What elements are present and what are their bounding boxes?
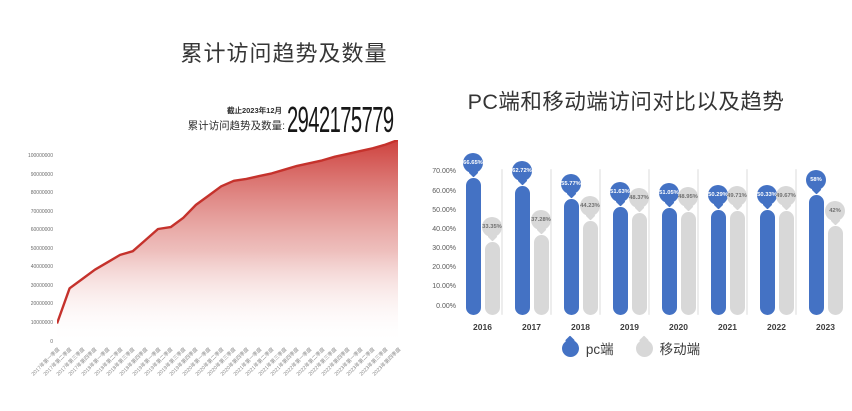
x-tick-2022: 2022 (767, 322, 786, 332)
right-y-tick-label: 0.00% (436, 302, 456, 310)
x-tick-2021: 2021 (718, 322, 737, 332)
left-chart-title: 累计访问趋势及数量 (180, 41, 388, 66)
bar-pc端-2019 (612, 207, 628, 315)
legend-marker-icon (561, 339, 579, 357)
right-y-tick-label: 60.00% (432, 187, 456, 195)
bar-pc端-2016 (465, 178, 481, 315)
x-tick-2017: 2017 (522, 322, 541, 332)
bar-移动端-2019 (631, 213, 647, 315)
right-y-tick-label: 30.00% (432, 245, 456, 253)
data-label-pc端-2020: 51.05% (659, 183, 679, 204)
area-fill (57, 140, 398, 342)
annotation-total-value: 2942175779 (287, 99, 394, 140)
data-label-pc端-2021: 50.29% (708, 184, 728, 205)
x-tick-2018: 2018 (571, 322, 590, 332)
legend-marker-icon (635, 339, 653, 357)
x-tick-2016: 2016 (473, 322, 492, 332)
bar-pc端-2022 (759, 209, 775, 315)
group-separator (500, 169, 503, 315)
left-y-tick-label: 20000000 (30, 301, 53, 308)
data-label-pc端-2017: 62.72% (512, 160, 532, 181)
right-y-tick-label: 10.00% (432, 283, 456, 291)
x-tick-2020: 2020 (669, 322, 688, 332)
left-y-tick-label: 70000000 (30, 208, 53, 215)
group-separator (745, 169, 748, 315)
bar-pc端-2023 (808, 194, 824, 315)
bar-移动端-2020 (680, 212, 696, 315)
bar-移动端-2016 (484, 242, 500, 315)
legend-label: pc端 (585, 342, 614, 357)
data-label-移动端-2019: 48.37% (629, 188, 649, 209)
left-y-tick-label: 80000000 (30, 190, 53, 197)
data-label-移动端-2023: 42% (825, 200, 845, 221)
legend-item-移动端: 移动端 (635, 338, 701, 358)
left-y-tick-label: 30000000 (30, 282, 53, 289)
area-chart-svg (55, 138, 399, 342)
group-separator (647, 169, 650, 315)
right-chart-title: PC端和移动端访问对比以及趋势 (467, 90, 785, 114)
left-y-tick-label: 40000000 (30, 264, 53, 271)
right-y-tick-label: 40.00% (432, 225, 456, 233)
data-label-移动端-2022: 49.67% (776, 185, 796, 206)
group-separator (598, 169, 601, 315)
chart-legend: pc端 移动端 (426, 334, 836, 362)
x-tick-2019: 2019 (620, 322, 639, 332)
data-label-pc端-2018: 55.77% (561, 174, 581, 195)
legend-label: 移动端 (659, 342, 701, 357)
bar-移动端-2018 (582, 221, 598, 315)
right-y-tick-label: 50.00% (432, 206, 456, 214)
data-label-pc端-2019: 51.63% (610, 182, 630, 203)
data-label-移动端-2016: 33.35% (482, 217, 502, 238)
data-label-移动端-2017: 37.28% (531, 209, 551, 230)
data-label-移动端-2021: 49.71% (727, 185, 747, 206)
data-label-pc端-2022: 50.33% (757, 184, 777, 205)
annotation-date-note: 截止2023年12月 (226, 106, 282, 115)
data-label-移动端-2020: 48.95% (678, 187, 698, 208)
right-y-tick-label: 70.00% (432, 168, 456, 176)
bar-pc端-2020 (661, 208, 677, 315)
bar-pc端-2017 (514, 185, 530, 315)
data-label-pc端-2016: 66.65% (463, 153, 483, 174)
bar-移动端-2023 (827, 225, 843, 315)
legend-item-pc端: pc端 (561, 338, 614, 358)
group-separator (794, 169, 797, 315)
data-label-移动端-2018: 44.23% (580, 196, 600, 217)
bar-移动端-2017 (533, 234, 549, 315)
group-separator (696, 169, 699, 315)
annotation-label: 累计访问趋势及数量: (187, 120, 285, 132)
left-y-tick-label: 60000000 (30, 227, 53, 234)
area-chart-plot (55, 138, 399, 342)
group-separator (549, 169, 552, 315)
bar-pc端-2021 (710, 209, 726, 315)
bar-移动端-2022 (778, 210, 794, 315)
left-y-tick-label: 0 (50, 338, 53, 345)
data-label-pc端-2023: 58% (806, 169, 826, 190)
bar-pc端-2018 (563, 199, 579, 315)
x-tick-2023: 2023 (816, 322, 835, 332)
right-y-tick-label: 20.00% (432, 264, 456, 272)
area-line (55, 138, 399, 324)
left-y-tick-label: 50000000 (30, 245, 53, 252)
left-y-tick-label: 10000000 (30, 319, 53, 326)
left-y-tick-label: 90000000 (30, 171, 53, 178)
bar-移动端-2021 (729, 210, 745, 315)
left-y-tick-label: 100000000 (27, 153, 53, 160)
